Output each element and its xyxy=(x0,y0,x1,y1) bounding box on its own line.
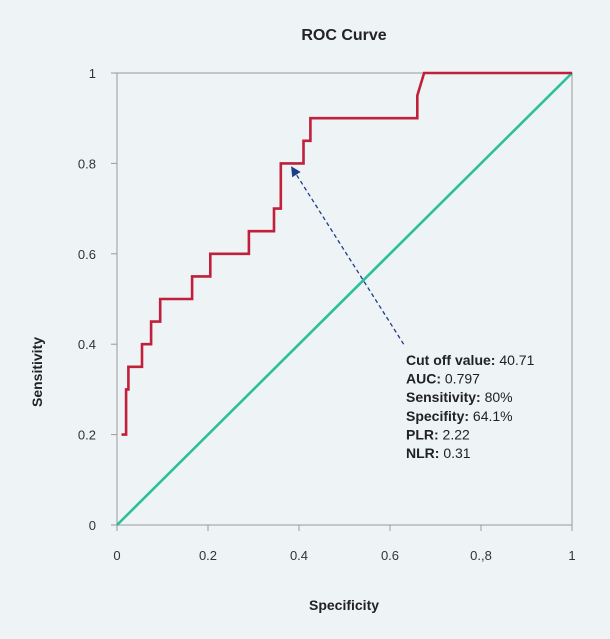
y-tick-label: 0 xyxy=(89,518,96,533)
annotation-line: Cut off value: 40.71 xyxy=(406,352,535,368)
annotation-value: 64.1% xyxy=(469,408,513,424)
annotation-line: AUC: 0.797 xyxy=(406,371,480,387)
annotation-line: NLR: 0.31 xyxy=(406,445,471,461)
x-tick-label: 0.2 xyxy=(199,548,217,563)
annotation-key: Specifity: xyxy=(406,408,469,424)
annotation-key: PLR: xyxy=(406,426,439,442)
annotation-line: Specifity: 64.1% xyxy=(406,408,513,424)
y-axis-title: Sensitivity xyxy=(29,337,45,407)
annotation-key: Sensitivity: xyxy=(406,389,481,405)
plot-frame xyxy=(116,72,573,526)
x-tick-label: 1 xyxy=(568,548,575,563)
chart-title: ROC Curve xyxy=(301,27,386,44)
annotation-line: Sensitivity: 80% xyxy=(406,389,513,405)
reference-line-line xyxy=(116,72,573,526)
y-tick-label: 0.2 xyxy=(78,428,96,443)
x-tick-label: 0.4 xyxy=(290,548,308,563)
y-tick-label: 1 xyxy=(89,66,96,81)
annotation-value: 0.797 xyxy=(441,371,480,387)
annotation-key: NLR: xyxy=(406,445,439,461)
x-tick-label: 0.,8 xyxy=(470,548,492,563)
annotation-block: Cut off value: 40.71 AUC: 0.797 Sensitivit… xyxy=(406,352,535,461)
x-tick-label: 0 xyxy=(113,548,120,563)
annotation-line: PLR: 2.22 xyxy=(406,426,470,442)
annotation-value: 80% xyxy=(481,389,513,405)
roc-curve-line xyxy=(121,71,572,436)
annotation-value: 40.71 xyxy=(495,352,534,368)
y-tick-label: 0.6 xyxy=(78,247,96,262)
annotation-key: Cut off value: xyxy=(406,352,495,368)
x-axis-title: Specificity xyxy=(309,597,379,613)
y-tick-label: 0.4 xyxy=(78,337,96,352)
annotation-value: 0.31 xyxy=(439,445,470,461)
annotation-key: AUC: xyxy=(406,371,441,387)
series-layer xyxy=(116,71,573,526)
x-axis: 0 0.2 0.4 0.6 0.,8 1 xyxy=(113,525,576,563)
x-tick-label: 0.6 xyxy=(381,548,399,563)
y-tick-label: 0.8 xyxy=(78,156,96,171)
y-axis: 0 0.2 0.4 0.6 0.8 1 xyxy=(78,66,117,533)
annotation-value: 2.22 xyxy=(439,426,470,442)
